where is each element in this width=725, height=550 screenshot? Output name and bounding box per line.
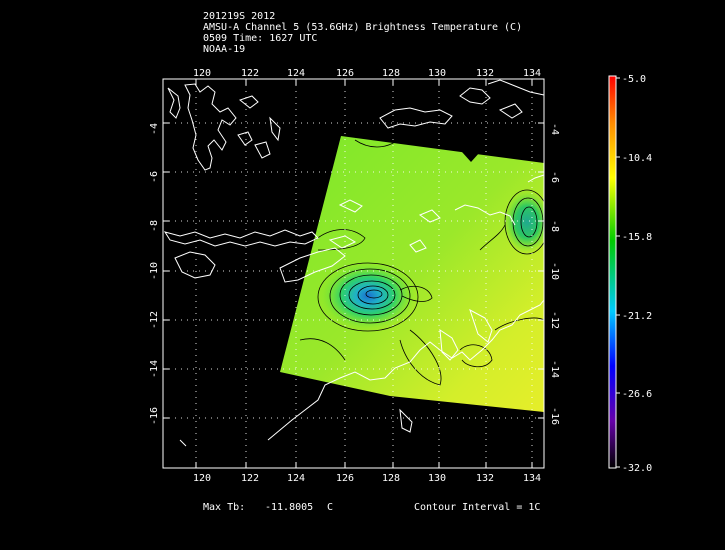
lat-label-left: -10 (149, 262, 160, 280)
colorbar (608, 75, 617, 469)
colorbar-label: -21.2 (622, 311, 652, 322)
colorbar-label: -15.8 (622, 232, 652, 243)
lat-label-left: -8 (149, 220, 160, 232)
max-tb-value: -11.8005 (265, 502, 314, 513)
lat-label-left: -16 (149, 407, 160, 425)
swath-data-gap (462, 152, 480, 162)
lon-label-top: 132 (476, 68, 494, 79)
colorbar-label: -5.0 (622, 74, 646, 85)
east-cold-core (503, 190, 544, 254)
lat-label-right: -4 (549, 123, 560, 135)
title-line-time: 0509 Time: 1627 UTC (203, 33, 318, 44)
lat-label-right: -10 (549, 262, 560, 280)
coastlines (163, 79, 545, 447)
lon-label-top: 122 (241, 68, 259, 79)
lon-label-bottom: 120 (193, 473, 211, 484)
lon-label-bottom: 134 (523, 473, 541, 484)
lon-label-top: 126 (336, 68, 354, 79)
lat-label-right: -8 (549, 220, 560, 232)
colorbar-label: -26.6 (622, 389, 652, 400)
title-line-channel: AMSU-A Channel 5 (53.6GHz) Brightness Te… (203, 22, 523, 33)
graticule (163, 79, 544, 468)
lon-label-bottom: 130 (428, 473, 446, 484)
lon-label-bottom: 128 (382, 473, 400, 484)
low-pressure-core (320, 262, 416, 330)
lat-label-right: -14 (549, 360, 560, 378)
lon-label-bottom: 132 (476, 473, 494, 484)
lat-label-right: -16 (549, 407, 560, 425)
lon-label-top: 124 (287, 68, 305, 79)
lon-label-top: 134 (523, 68, 541, 79)
colorbar-label: -32.0 (622, 463, 652, 474)
lon-label-top: 120 (193, 68, 211, 79)
lon-label-bottom: 122 (241, 473, 259, 484)
lat-label-right: -6 (549, 171, 560, 183)
colorbar-label: -10.4 (622, 153, 652, 164)
lat-label-left: -4 (149, 123, 160, 135)
lon-label-bottom: 126 (336, 473, 354, 484)
lon-label-bottom: 124 (287, 473, 305, 484)
map-frame (162, 78, 545, 469)
lat-label-left: -6 (149, 171, 160, 183)
title-line-storm: 201219S 2012 (203, 11, 276, 22)
max-tb-unit: C (327, 502, 334, 513)
lat-label-left: -14 (149, 360, 160, 378)
tick-marks (163, 79, 544, 468)
lon-label-top: 130 (428, 68, 446, 79)
title-block: 201219S 2012 AMSU-A Channel 5 (53.6GHz) B… (203, 11, 522, 55)
satellite-swath (280, 136, 544, 412)
lon-label-top: 128 (382, 68, 400, 79)
title-line-satellite: NOAA-19 (203, 44, 246, 55)
lat-label-right: -12 (549, 311, 560, 329)
contour-interval: Contour Interval = 1C (414, 502, 541, 513)
lat-label-left: -12 (149, 311, 160, 329)
max-tb-label: Max Tb: (203, 502, 246, 513)
